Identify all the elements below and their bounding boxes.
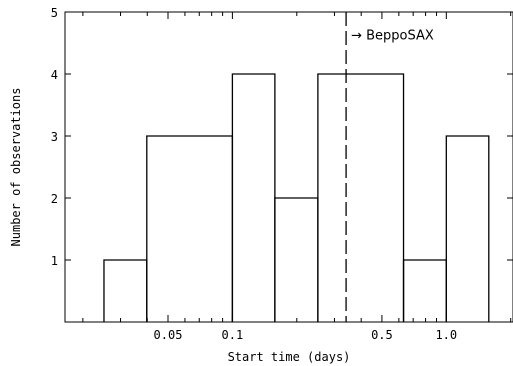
x-tick-label: 0.5	[371, 328, 393, 342]
x-tick-label: 0.05	[154, 328, 183, 342]
y-tick-label: 2	[51, 192, 58, 206]
y-axis-label: Number of observations	[9, 88, 23, 247]
histogram-bar	[402, 259, 447, 322]
histogram-bar	[146, 135, 234, 322]
histogram-bar	[274, 197, 319, 322]
x-tick-label: 0.1	[222, 328, 244, 342]
histogram-bar	[231, 73, 276, 322]
axis-ticks: 1 2 3 4 5 0.05 0.1 0.5 1.0	[51, 6, 513, 342]
y-tick-label: 4	[51, 68, 58, 82]
plot-frame	[64, 11, 513, 323]
y-tick-label: 1	[51, 254, 58, 268]
y-tick-label: 5	[51, 6, 58, 20]
x-tick-label: 1.0	[435, 328, 457, 342]
histogram-bar	[103, 259, 148, 322]
x-axis-label: Start time (days)	[228, 350, 351, 364]
histogram-bar	[445, 135, 490, 322]
histogram-bar	[317, 73, 405, 322]
beppo-sax-annotation: → BeppoSAX	[351, 28, 434, 43]
y-tick-label: 3	[51, 130, 58, 144]
histogram-bars	[103, 73, 490, 322]
